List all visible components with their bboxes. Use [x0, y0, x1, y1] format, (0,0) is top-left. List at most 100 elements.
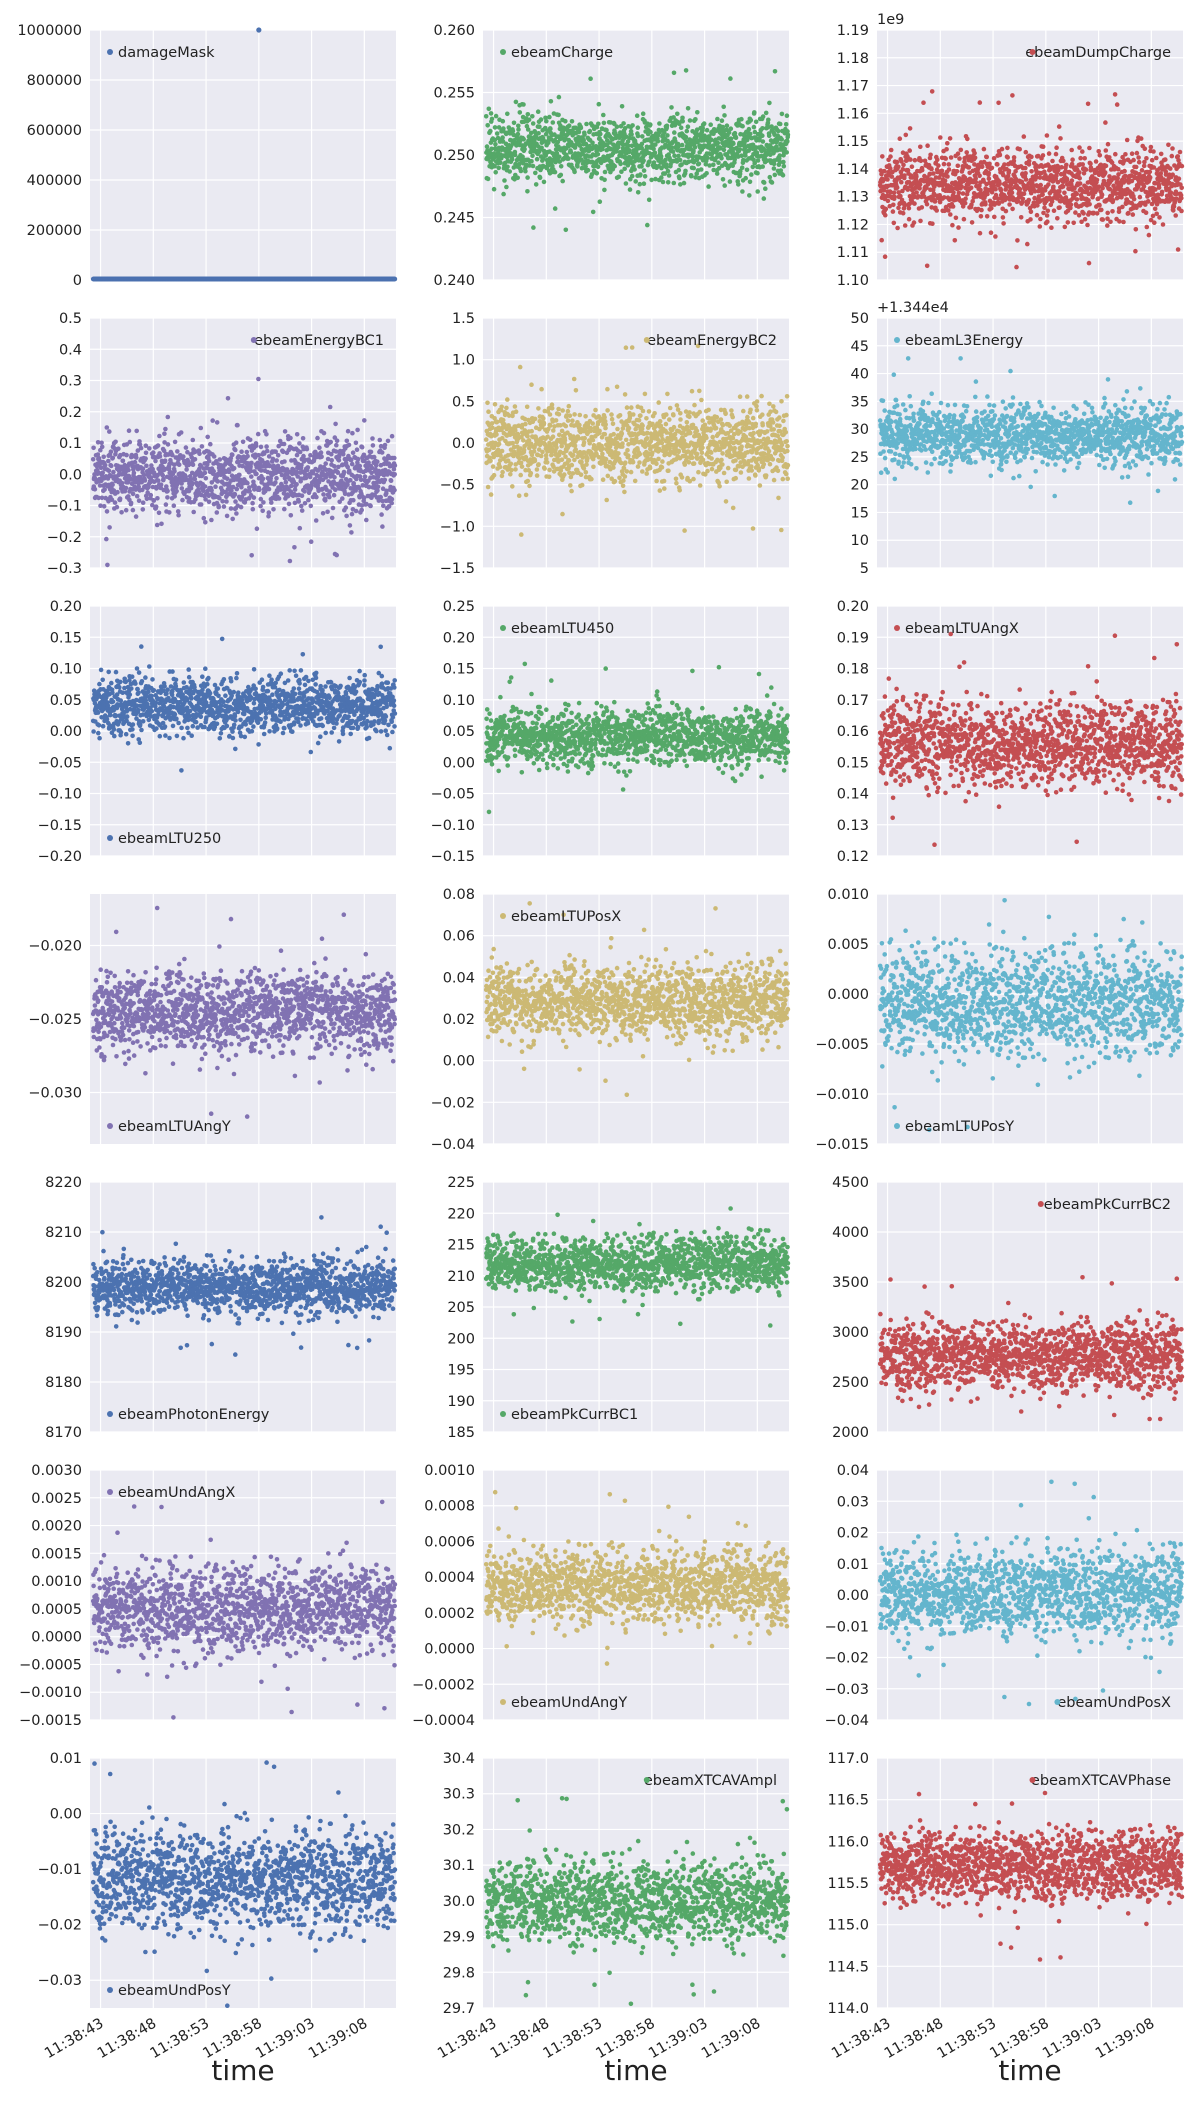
data-point [903, 223, 908, 228]
data-point [935, 158, 940, 163]
y-tick-label: 1.17 [837, 79, 869, 95]
data-point [1134, 227, 1139, 232]
data-point [193, 457, 198, 462]
axis-offset-label: 1e9 [877, 12, 904, 28]
data-point [1073, 210, 1078, 215]
data-point [965, 137, 970, 142]
data-point [773, 69, 778, 74]
data-point [636, 190, 641, 195]
data-point [485, 123, 490, 128]
data-point [102, 504, 107, 509]
data-point [955, 169, 960, 174]
data-point [749, 172, 754, 177]
data-point [882, 169, 887, 174]
data-point [633, 179, 638, 184]
data-point [917, 186, 922, 191]
data-point [691, 166, 696, 171]
data-point [204, 476, 209, 481]
data-point [184, 445, 189, 450]
data-point [683, 169, 688, 174]
data-point [191, 510, 196, 515]
data-point [647, 198, 652, 203]
data-point [892, 195, 897, 200]
data-point [157, 511, 162, 516]
data-point [620, 104, 625, 109]
data-point [990, 166, 995, 171]
data-point [1130, 151, 1135, 156]
data-point [933, 199, 938, 204]
data-point [1029, 155, 1034, 160]
data-point [1014, 265, 1019, 270]
data-point [1077, 145, 1082, 150]
data-point [708, 122, 713, 127]
data-point [716, 141, 721, 146]
data-point [1024, 150, 1029, 155]
data-point [116, 446, 121, 451]
data-point [651, 147, 656, 152]
data-point [176, 513, 181, 518]
data-point [760, 133, 765, 138]
data-point [899, 180, 904, 185]
data-point [531, 121, 536, 126]
data-point [755, 189, 760, 194]
data-point [1179, 186, 1184, 191]
data-point-outlier [256, 27, 261, 32]
data-point [235, 487, 240, 492]
data-point [1152, 220, 1157, 225]
data-point [736, 182, 741, 187]
data-point [896, 164, 901, 169]
data-point [767, 101, 772, 106]
data-point [107, 429, 112, 434]
data-point [492, 187, 497, 192]
data-point [1066, 220, 1071, 225]
data-point [167, 510, 172, 515]
data-point [740, 124, 745, 129]
y-tick-label: 1000000 [17, 23, 82, 39]
data-point [755, 171, 760, 176]
data-point [210, 418, 215, 423]
data-point [761, 114, 766, 119]
legend-label: ebeamCharge [511, 45, 613, 61]
data-point [1010, 207, 1015, 212]
data-point [531, 225, 536, 230]
y-tick-label: 1.10 [837, 273, 869, 289]
legend-marker [1030, 49, 1036, 55]
data-point [134, 455, 139, 460]
data-point [1007, 202, 1012, 207]
data-point [642, 181, 647, 186]
data-point [1126, 211, 1131, 216]
data-point [685, 129, 690, 134]
y-tick-label: 0.5 [59, 311, 82, 327]
data-point [684, 68, 689, 73]
data-point [1061, 184, 1066, 189]
data-point [1000, 147, 1005, 152]
data-point [207, 500, 212, 505]
data-point [699, 167, 704, 172]
data-point [653, 151, 658, 156]
data-point [1135, 151, 1140, 156]
data-point [912, 201, 917, 206]
data-point [883, 213, 888, 218]
data-point [579, 126, 584, 131]
data-point [772, 166, 777, 171]
data-point [993, 234, 998, 239]
data-point [1179, 209, 1184, 214]
data-point [764, 111, 769, 116]
data-point [1180, 164, 1185, 169]
data-point [618, 162, 623, 167]
data-point [665, 124, 670, 129]
data-point [535, 157, 540, 162]
data-point [715, 171, 720, 176]
data-point [144, 451, 149, 456]
data-point [1171, 208, 1176, 213]
data-point [175, 449, 180, 454]
data-point [1012, 155, 1017, 160]
data-point [734, 136, 739, 141]
data-point [1145, 225, 1150, 230]
data-point [1078, 181, 1083, 186]
data-point [635, 113, 640, 118]
data-point [989, 206, 994, 211]
data-point [1027, 198, 1032, 203]
data-point [135, 494, 140, 499]
